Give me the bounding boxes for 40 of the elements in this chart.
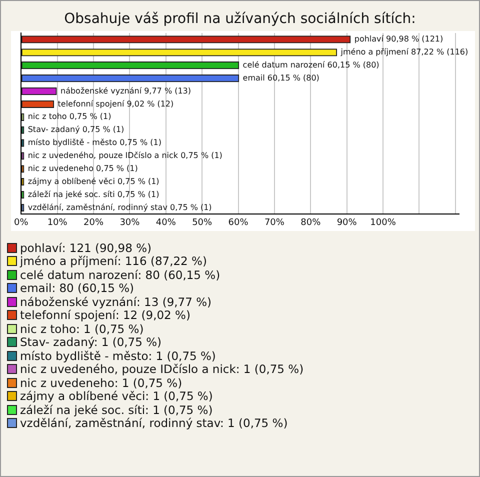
legend-label: email: 80 (60,15 %) xyxy=(20,281,134,296)
data-label: pohlaví 90,98 % (121) xyxy=(354,34,444,44)
legend-label: Stav- zadaný: 1 (0,75 %) xyxy=(20,335,162,350)
data-label: zájmy a oblíbené věci 0,75 % (1) xyxy=(28,176,160,186)
legend-label: náboženské vyznání: 13 (9,77 %) xyxy=(20,294,212,309)
x-tick-label: 50% xyxy=(192,218,213,228)
legend-label: nic z uvedeneho: 1 (0,75 %) xyxy=(20,376,182,390)
data-label: vzdělání, zaměstnání, rodinný stav 0,75 % (1) xyxy=(28,202,212,212)
legend-label: místo bydliště - město: 1 (0,75 %) xyxy=(20,348,216,363)
x-tick-label: 20% xyxy=(84,218,104,228)
x-tick-label: 100% xyxy=(370,218,396,228)
x-tick-label: 70% xyxy=(264,218,285,228)
legend-label: celé datum narození: 80 (60,15 %) xyxy=(20,268,220,282)
legend-label: vzdělání, zaměstnání, rodinný stav: 1 (0,75 %) xyxy=(20,416,288,430)
data-label: nic z toho 0,75 % (1) xyxy=(28,112,112,122)
legend-label: nic z toho: 1 (0,75 %) xyxy=(20,322,144,336)
x-tick-label: 40% xyxy=(156,218,176,228)
x-tick-label: 90% xyxy=(336,218,358,228)
legend-label: záleží na jeké soc. síti: 1 (0,75 %) xyxy=(20,402,213,417)
data-label: nic z uvedeného, pouze IDčíslo a nick 0,75 % (1) xyxy=(28,151,222,160)
data-label: záleží na jeké soc. síti 0,75 % (1) xyxy=(28,190,160,199)
data-label: náboženské vyznání 9,77 % (13) xyxy=(60,86,192,96)
x-tick-label: 80% xyxy=(300,218,322,228)
x-tick-label: 10% xyxy=(47,218,68,228)
legend-label: jméno a příjmení: 116 (87,22 %) xyxy=(20,254,207,268)
data-label: místo bydliště - město 0,75 % (1) xyxy=(28,138,162,148)
legend-label: pohlaví: 121 (90,98 %) xyxy=(20,240,152,255)
chart-title: Obsahuje váš profil na užívaných sociálních sítích: xyxy=(63,11,417,27)
data-label: celé datum narození 60,15 % (80) xyxy=(242,60,380,70)
legend-label: zájmy a oblíbené věci: 1 (0,75 %) xyxy=(20,389,213,404)
data-label: email 60,15 % (80) xyxy=(242,73,320,82)
x-tick-label: 60% xyxy=(228,218,249,228)
x-tick-label: 30% xyxy=(120,218,140,228)
data-label: Stav- zadaný 0,75 % (1) xyxy=(28,125,124,134)
data-label: telefonní spojení 9,02 % (12) xyxy=(58,99,174,108)
x-tick-label: 0% xyxy=(14,218,29,228)
data-label: jméno a příjmení 87,22 % (116) xyxy=(340,47,468,56)
legend-label: nic z uvedeného, pouze IDčíslo a nick: 1 (0,75 %) xyxy=(20,362,304,376)
legend-label: telefonní spojení: 12 (9,02 %) xyxy=(20,308,190,322)
data-label: nic z uvedeneho 0,75 % (1) xyxy=(28,164,138,173)
